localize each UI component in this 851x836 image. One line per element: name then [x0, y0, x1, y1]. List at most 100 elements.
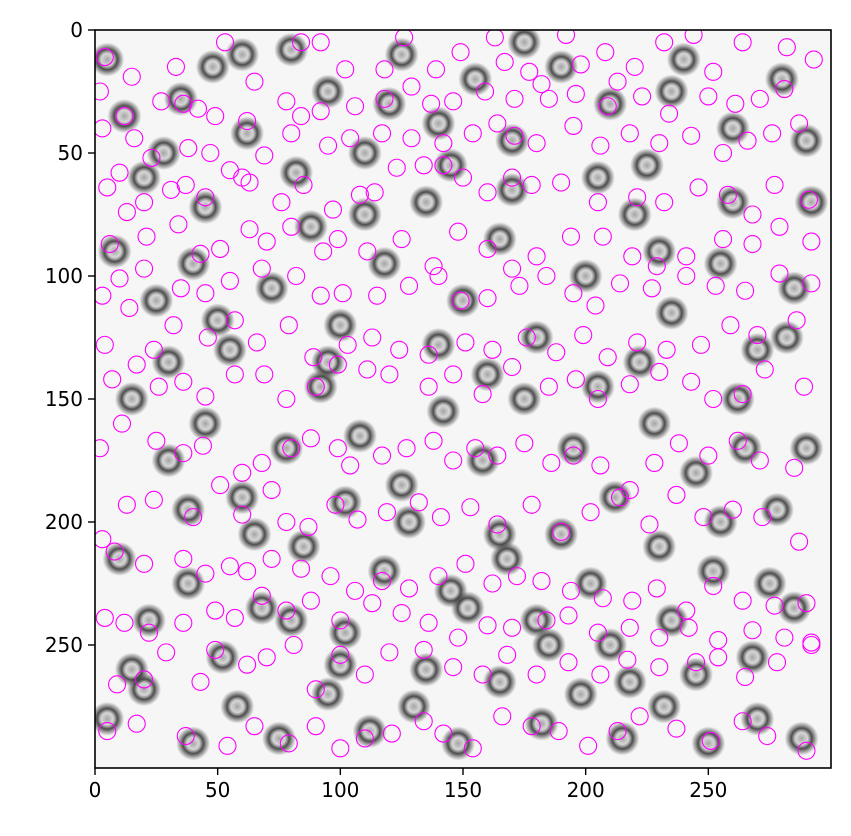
marker-point: [493, 707, 512, 726]
marker-point: [139, 623, 159, 642]
marker-point: [95, 335, 114, 354]
marker-point: [647, 257, 666, 276]
marker-point: [142, 148, 161, 167]
marker-point: [348, 510, 367, 529]
marker-point: [794, 377, 814, 396]
marker-point: [108, 675, 127, 694]
marker-point: [311, 33, 330, 52]
marker-point: [498, 645, 517, 664]
marker-point: [255, 365, 274, 384]
image-particle: [617, 197, 652, 232]
x-axis: 0 50 100 150 200 250: [89, 768, 727, 802]
marker-point: [184, 508, 203, 527]
marker-point: [211, 239, 230, 258]
marker-point: [574, 325, 593, 345]
image-particle: [519, 603, 554, 638]
marker-point: [743, 234, 762, 254]
marker-point: [642, 279, 661, 298]
image-particle: [131, 603, 166, 638]
marker-point: [95, 82, 109, 101]
marker-point: [503, 168, 522, 187]
marker-point: [174, 372, 193, 391]
image-particle: [230, 116, 265, 151]
marker-point: [319, 136, 338, 155]
marker-point: [444, 365, 463, 384]
marker-point: [233, 463, 252, 482]
marker-point: [520, 62, 539, 81]
marker-point: [564, 446, 583, 465]
image-particle: [789, 123, 824, 158]
marker-point: [149, 377, 168, 396]
marker-point: [753, 508, 772, 527]
marker-point: [419, 345, 438, 364]
marker-point: [556, 30, 576, 44]
image-particle: [507, 30, 542, 60]
marker-point: [598, 97, 617, 116]
y-tick-label: 250: [45, 633, 83, 657]
marker-point: [559, 606, 578, 625]
marker-point: [311, 286, 330, 305]
marker-point: [95, 439, 109, 458]
marker-point: [623, 591, 642, 610]
marker-point: [306, 717, 325, 736]
marker-point: [399, 276, 419, 295]
image-particle: [176, 246, 211, 281]
marker-point: [765, 175, 784, 195]
marker-point: [728, 431, 747, 450]
marker-point: [382, 724, 401, 743]
image-particle: [95, 42, 125, 77]
marker-point: [750, 89, 769, 108]
marker-point: [444, 658, 463, 677]
image-particle: [630, 148, 664, 183]
marker-point: [306, 680, 325, 699]
marker-point: [503, 618, 522, 637]
marker-point: [365, 183, 384, 202]
image-particle: [563, 677, 598, 712]
marker-point: [738, 131, 757, 150]
marker-point: [336, 60, 355, 79]
marker-point: [750, 451, 769, 470]
image-particle: [495, 172, 530, 207]
marker-point: [449, 222, 468, 241]
marker-point: [304, 348, 323, 367]
image-particle: [433, 573, 468, 608]
marker-point: [537, 611, 556, 630]
x-tick-label: 100: [321, 778, 359, 802]
marker-point: [429, 266, 448, 286]
marker-point: [355, 729, 374, 748]
image-particle: [127, 160, 162, 195]
marker-point: [380, 365, 399, 384]
marker-point: [588, 193, 607, 212]
marker-point: [331, 739, 350, 758]
marker-point: [135, 259, 154, 278]
image-particle: [171, 566, 206, 601]
image-particle: [482, 517, 517, 552]
marker-point: [206, 640, 225, 659]
marker-point: [402, 77, 421, 96]
marker-point: [527, 247, 546, 266]
image-particle: [107, 99, 142, 134]
marker-point: [785, 458, 804, 477]
marker-point: [311, 102, 330, 121]
marker-point: [112, 414, 132, 433]
marker-point: [95, 530, 112, 549]
marker-point: [726, 94, 745, 113]
image-particle: [769, 320, 804, 355]
marker-point: [220, 271, 239, 290]
marker-point: [505, 89, 524, 108]
marker-point: [640, 515, 659, 534]
marker-point: [240, 173, 259, 192]
image-particle: [789, 431, 824, 466]
image-particle: [720, 382, 755, 416]
image-particle: [458, 62, 493, 97]
marker-point: [610, 274, 630, 293]
marker-point: [282, 124, 301, 143]
image-particle: [679, 455, 714, 490]
marker-point: [463, 124, 482, 143]
image-particle: [195, 49, 230, 84]
image-particle: [151, 345, 186, 380]
marker-point: [201, 143, 220, 163]
marker-point: [225, 608, 244, 627]
marker-point: [414, 712, 433, 731]
marker-point: [790, 114, 809, 133]
